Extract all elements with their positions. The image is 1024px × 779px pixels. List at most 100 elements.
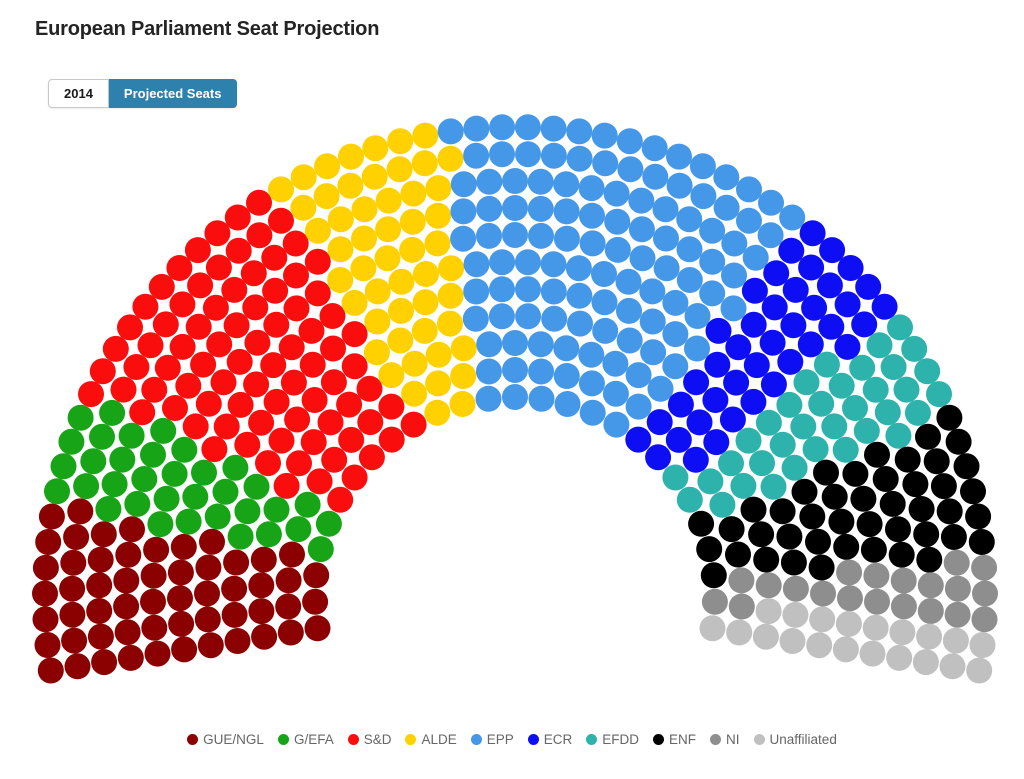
seat-dot-alde xyxy=(364,308,391,335)
legend-label: G/EFA xyxy=(293,732,334,747)
seat-dot-alde xyxy=(375,216,402,243)
seat-dot-sd xyxy=(137,332,164,359)
seat-dot-efdd xyxy=(926,381,952,408)
seat-dot-epp xyxy=(628,216,655,243)
seat-dot-guengl xyxy=(113,593,140,620)
seat-dot-epp xyxy=(639,278,666,305)
seat-dot-sd xyxy=(304,248,331,275)
seat-dot-unaffiliated xyxy=(942,627,969,654)
seat-dot-alde xyxy=(290,194,317,221)
seat-dot-unaffiliated xyxy=(809,606,836,633)
seat-dot-guengl xyxy=(59,601,86,628)
seat-dot-ecr xyxy=(665,426,692,453)
seat-dot-sd xyxy=(162,395,188,421)
legend-item-ni[interactable]: NI xyxy=(710,732,740,747)
seat-dot-epp xyxy=(616,327,643,354)
seat-dot-alde xyxy=(338,143,364,170)
tab-projected-seats[interactable]: Projected Seats xyxy=(108,79,238,108)
seat-dot-enf xyxy=(888,541,915,568)
seat-dot-alde xyxy=(425,202,451,229)
seat-dot-sd xyxy=(223,312,250,339)
seat-dot-epp xyxy=(489,276,515,303)
seat-dot-epp xyxy=(662,353,689,380)
seat-dot-epp xyxy=(553,198,580,225)
seat-dot-alde xyxy=(413,261,439,287)
seat-dot-enf xyxy=(799,503,826,530)
seat-dot-epp xyxy=(647,375,674,402)
seat-dot-efdd xyxy=(749,450,775,477)
seat-dot-guengl xyxy=(64,653,91,680)
seat-dot-gefa xyxy=(227,523,254,550)
seat-dot-epp xyxy=(640,339,667,366)
seat-dot-alde xyxy=(387,327,414,354)
seat-dot-unaffiliated xyxy=(835,610,862,637)
legend-item-ecr[interactable]: ECR xyxy=(527,732,572,747)
seat-dot-ecr xyxy=(645,444,672,471)
seat-dot-ecr xyxy=(761,294,788,321)
seat-dot-unaffiliated xyxy=(859,640,886,667)
seat-dot-guengl xyxy=(194,580,220,607)
legend-item-guengl[interactable]: GUE/NGL xyxy=(187,732,264,747)
seat-dot-gefa xyxy=(67,404,94,431)
seat-dot-sd xyxy=(141,376,168,403)
seat-dot-epp xyxy=(502,168,528,194)
seat-dot-alde xyxy=(386,156,413,183)
seat-dot-epp xyxy=(450,171,477,198)
seat-dot-sd xyxy=(304,280,331,307)
seat-dot-unaffiliated xyxy=(752,623,779,650)
seat-dot-gefa xyxy=(307,536,334,563)
seat-dot-guengl xyxy=(37,657,64,684)
seat-dot-guengl xyxy=(59,575,86,602)
seat-dot-epp xyxy=(662,289,689,316)
legend-item-gefa[interactable]: G/EFA xyxy=(277,732,334,747)
legend-item-sd[interactable]: S&D xyxy=(347,732,391,747)
seat-dot-guengl xyxy=(195,554,222,581)
legend-item-epp[interactable]: EPP xyxy=(470,732,514,747)
legend-label: GUE/NGL xyxy=(203,732,264,747)
seat-dot-guengl xyxy=(140,588,166,615)
tab-2014[interactable]: 2014 xyxy=(48,79,109,108)
seat-dot-enf xyxy=(725,541,751,568)
seat-dot-efdd xyxy=(853,417,880,444)
seat-dot-sd xyxy=(301,387,328,413)
seat-dot-alde xyxy=(363,339,390,366)
legend-item-unaffiliated[interactable]: Unaffiliated xyxy=(753,732,837,747)
seat-dot-ecr xyxy=(682,446,709,473)
seat-dot-sd xyxy=(299,351,326,378)
seat-dot-enf xyxy=(872,466,899,492)
seat-dot-sd xyxy=(341,464,368,491)
seat-dot-enf xyxy=(923,448,950,475)
seat-dot-guengl xyxy=(90,521,117,548)
seat-dot-sd xyxy=(227,391,254,418)
seat-dot-ecr xyxy=(837,255,864,281)
seat-dot-enf xyxy=(860,536,887,563)
seat-dot-alde xyxy=(364,278,391,305)
seat-dot-epp xyxy=(475,385,502,412)
legend-item-enf[interactable]: ENF xyxy=(653,732,696,747)
seat-dot-alde xyxy=(412,122,439,149)
seat-dot-guengl xyxy=(35,529,62,555)
seat-dot-ecr xyxy=(778,237,805,264)
seat-dot-gefa xyxy=(222,454,249,481)
legend-marker-icon xyxy=(277,734,289,745)
seat-dot-guengl xyxy=(32,580,58,607)
seat-dot-unaffiliated xyxy=(699,615,726,642)
seat-dot-efdd xyxy=(730,472,757,499)
seat-dot-alde xyxy=(314,153,341,180)
seat-dot-epp xyxy=(527,331,554,358)
legend-item-efdd[interactable]: EFDD xyxy=(586,732,639,747)
seat-dot-epp xyxy=(757,222,784,249)
seat-dot-ecr xyxy=(723,369,750,396)
seat-dot-sd xyxy=(268,207,294,234)
seat-dot-gefa xyxy=(131,466,158,492)
seat-dot-alde xyxy=(351,196,378,223)
seat-dot-efdd xyxy=(914,358,941,385)
seat-dot-epp xyxy=(690,183,717,210)
seat-dot-enf xyxy=(791,478,818,505)
seat-dot-efdd xyxy=(790,413,817,440)
seat-dot-guengl xyxy=(167,559,194,586)
legend-item-alde[interactable]: ALDE xyxy=(405,732,457,747)
seat-dot-guengl xyxy=(277,619,304,646)
seat-dot-epp xyxy=(515,141,541,168)
seat-dot-ni xyxy=(782,575,809,602)
